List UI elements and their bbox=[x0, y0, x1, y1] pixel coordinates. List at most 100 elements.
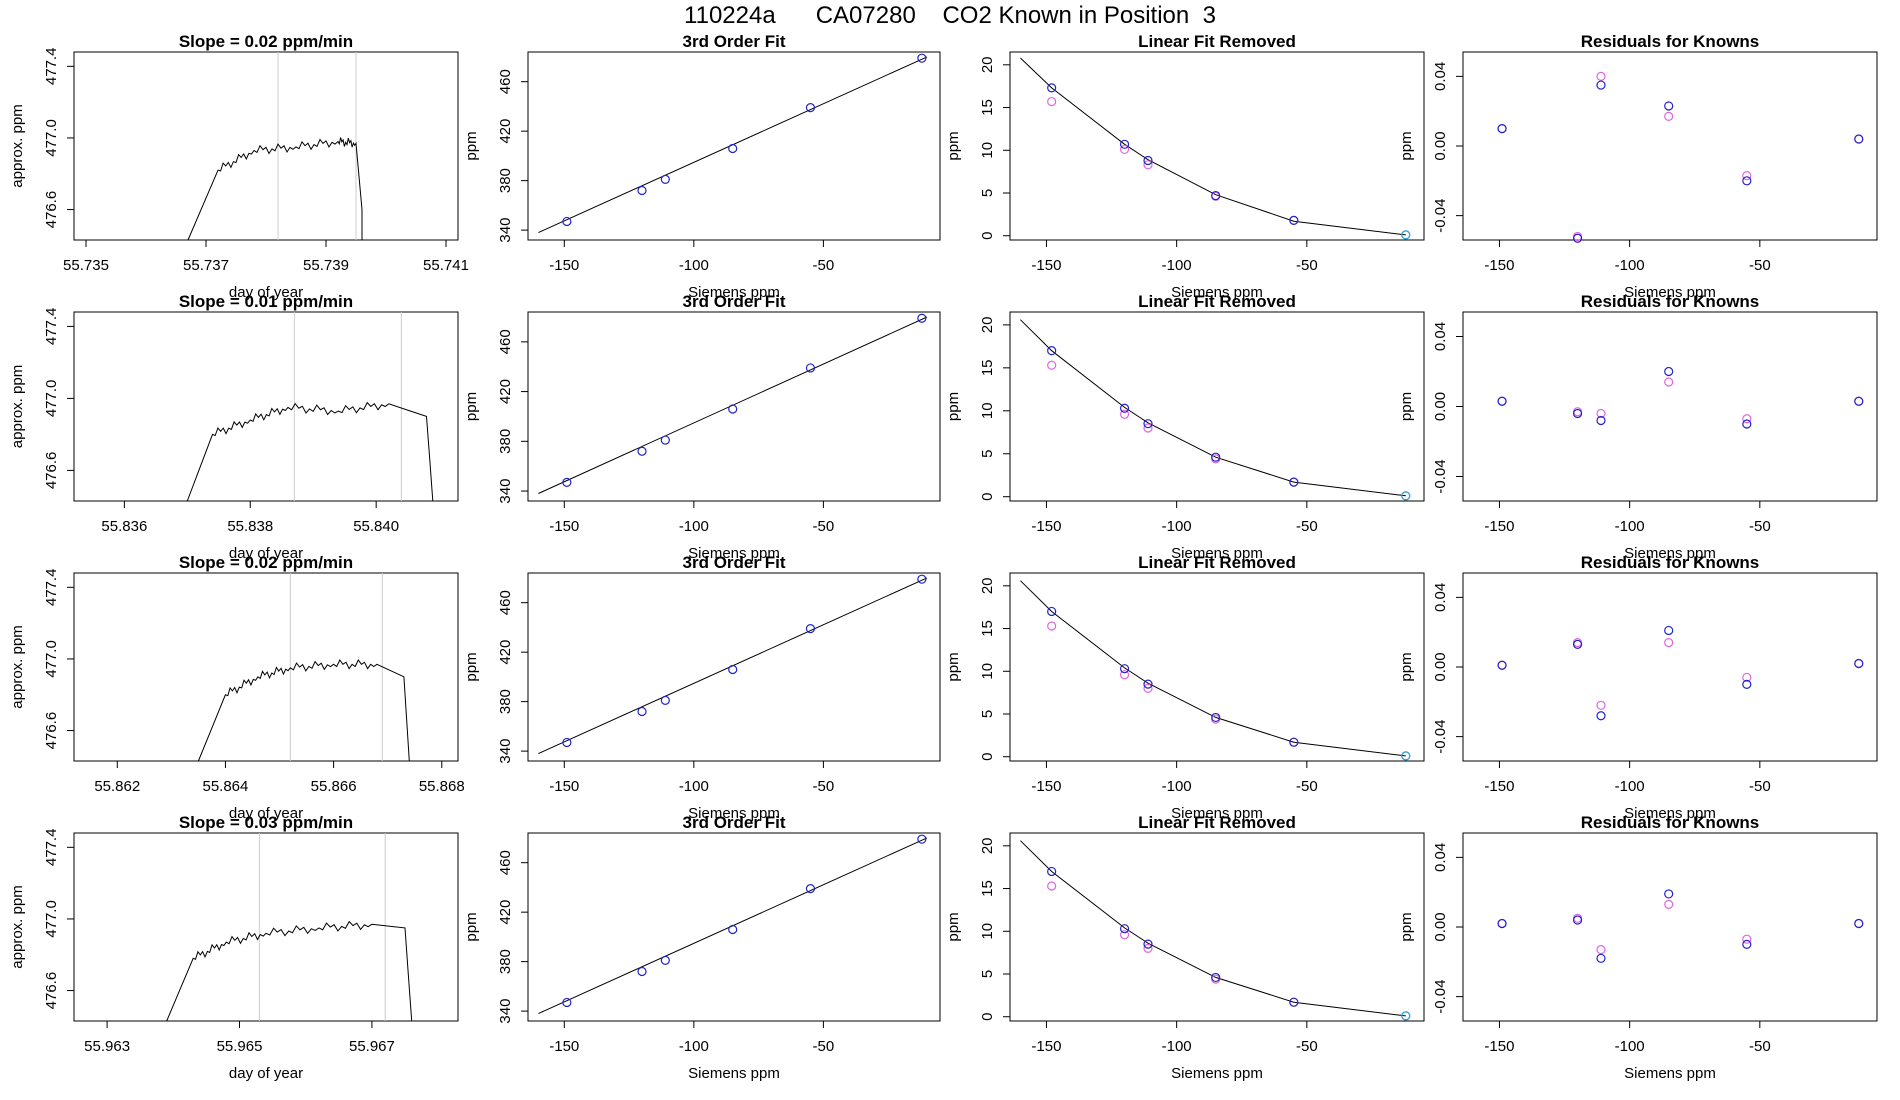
point-magenta bbox=[1664, 638, 1674, 648]
point-blue bbox=[1742, 176, 1752, 186]
x-tick-label: 55.741 bbox=[423, 257, 469, 274]
panel-title: Residuals for Knowns bbox=[1581, 553, 1760, 572]
y-tick-label: 477.4 bbox=[43, 308, 60, 346]
x-tick-label: -100 bbox=[1615, 778, 1645, 795]
plot-frame bbox=[527, 572, 941, 762]
x-tick-label: -50 bbox=[1296, 257, 1318, 274]
point-blue bbox=[1572, 233, 1583, 243]
y-axis-label: ppm bbox=[463, 131, 480, 160]
y-axis-label: ppm bbox=[945, 392, 962, 421]
point-blue bbox=[1854, 134, 1864, 144]
y-tick-label: 476.6 bbox=[43, 712, 60, 750]
plot-frame bbox=[1009, 572, 1425, 762]
y-tick-label: 0.04 bbox=[1432, 583, 1449, 612]
y-tick-label: 0 bbox=[979, 753, 996, 761]
panel-title: Linear Fit Removed bbox=[1138, 553, 1296, 572]
fit-point bbox=[805, 624, 816, 634]
point-blue bbox=[1143, 679, 1153, 689]
panel-title: Slope = 0.01 ppm/min bbox=[179, 292, 353, 311]
panel-title: Residuals for Knowns bbox=[1581, 813, 1760, 832]
point-blue bbox=[1854, 658, 1864, 669]
plot-frame bbox=[1462, 51, 1878, 241]
point-blue bbox=[1664, 625, 1674, 636]
x-axis-label: Siemens ppm bbox=[1171, 1065, 1263, 1082]
point-blue bbox=[1572, 915, 1583, 925]
fit-point bbox=[660, 695, 670, 705]
point-magenta bbox=[1664, 377, 1674, 387]
point-blue bbox=[1497, 396, 1507, 406]
y-tick-label: 380 bbox=[497, 429, 514, 454]
panel-title: Residuals for Knowns bbox=[1581, 292, 1760, 311]
fit-point bbox=[917, 313, 927, 323]
fit-point bbox=[728, 143, 738, 154]
point-magenta bbox=[1143, 423, 1153, 433]
point-magenta bbox=[1596, 700, 1606, 710]
point-magenta bbox=[1664, 899, 1674, 909]
x-tick-label: -150 bbox=[549, 518, 579, 535]
panel-title: Residuals for Knowns bbox=[1581, 32, 1760, 51]
y-axis-label: ppm bbox=[1398, 131, 1415, 160]
x-tick-label: -150 bbox=[1484, 257, 1514, 274]
y-tick-label: 10 bbox=[979, 663, 996, 680]
fit-point bbox=[660, 955, 670, 965]
point-magenta bbox=[1596, 408, 1606, 419]
x-tick-label: 55.838 bbox=[227, 518, 273, 535]
point-blue bbox=[1211, 712, 1221, 723]
y-axis-label: approx. ppm bbox=[9, 104, 26, 187]
y-tick-label: 380 bbox=[497, 689, 514, 714]
x-axis-label: day of year bbox=[229, 805, 303, 822]
x-tick-label: -150 bbox=[549, 1038, 579, 1055]
y-axis-label: approx. ppm bbox=[9, 365, 26, 448]
fit-point bbox=[637, 185, 647, 196]
fit-point bbox=[728, 924, 738, 935]
y-tick-label: 340 bbox=[497, 999, 514, 1024]
point-blue bbox=[1572, 639, 1583, 649]
x-tick-label: -50 bbox=[813, 1038, 835, 1055]
point-magenta bbox=[1742, 672, 1752, 683]
x-axis-label: day of year bbox=[229, 1065, 303, 1082]
point-magenta bbox=[1742, 170, 1752, 181]
point-blue bbox=[1664, 366, 1674, 377]
y-tick-label: -0.04 bbox=[1432, 199, 1449, 233]
point-magenta bbox=[1596, 945, 1606, 955]
y-tick-label: 420 bbox=[497, 379, 514, 404]
point-blue bbox=[1596, 953, 1606, 963]
x-axis-label: Siemens ppm bbox=[688, 805, 780, 822]
fit-point bbox=[637, 966, 647, 977]
y-axis-label: ppm bbox=[463, 912, 480, 941]
plot-frame bbox=[73, 51, 459, 241]
point-magenta bbox=[1119, 930, 1130, 940]
point-blue bbox=[1119, 139, 1130, 149]
point-blue bbox=[1143, 155, 1153, 166]
x-axis-label: Siemens ppm bbox=[1624, 284, 1716, 301]
fit-point bbox=[562, 216, 572, 227]
point-blue bbox=[1497, 918, 1507, 929]
y-tick-label: 477.4 bbox=[43, 48, 60, 86]
x-tick-label: -50 bbox=[1749, 518, 1771, 535]
point-blue bbox=[1047, 83, 1057, 93]
x-tick-label: -50 bbox=[1749, 257, 1771, 274]
fit-point bbox=[805, 103, 816, 113]
x-tick-label: 55.735 bbox=[63, 257, 109, 274]
panel-title: 3rd Order Fit bbox=[683, 32, 786, 51]
plot-frame bbox=[73, 832, 459, 1022]
x-tick-label: -100 bbox=[1615, 1038, 1645, 1055]
x-tick-label: -150 bbox=[1484, 778, 1514, 795]
point-blue bbox=[1143, 939, 1153, 949]
y-tick-label: 20 bbox=[979, 577, 996, 594]
point-blue bbox=[1119, 924, 1130, 934]
y-tick-label: 5 bbox=[979, 189, 996, 197]
y-tick-label: 0.00 bbox=[1432, 652, 1449, 681]
point-blue bbox=[1289, 477, 1299, 487]
point-blue bbox=[1742, 419, 1752, 429]
point-blue bbox=[1664, 101, 1674, 111]
x-tick-label: -100 bbox=[1162, 1038, 1192, 1055]
x-axis-label: Siemens ppm bbox=[1171, 284, 1263, 301]
x-tick-label: -150 bbox=[1484, 1038, 1514, 1055]
fit-point bbox=[917, 53, 927, 63]
x-tick-label: -100 bbox=[1615, 518, 1645, 535]
plot-frame bbox=[73, 572, 459, 762]
plot-frame bbox=[527, 51, 941, 241]
x-tick-label: -50 bbox=[1749, 778, 1771, 795]
x-tick-label: 55.864 bbox=[202, 778, 248, 795]
